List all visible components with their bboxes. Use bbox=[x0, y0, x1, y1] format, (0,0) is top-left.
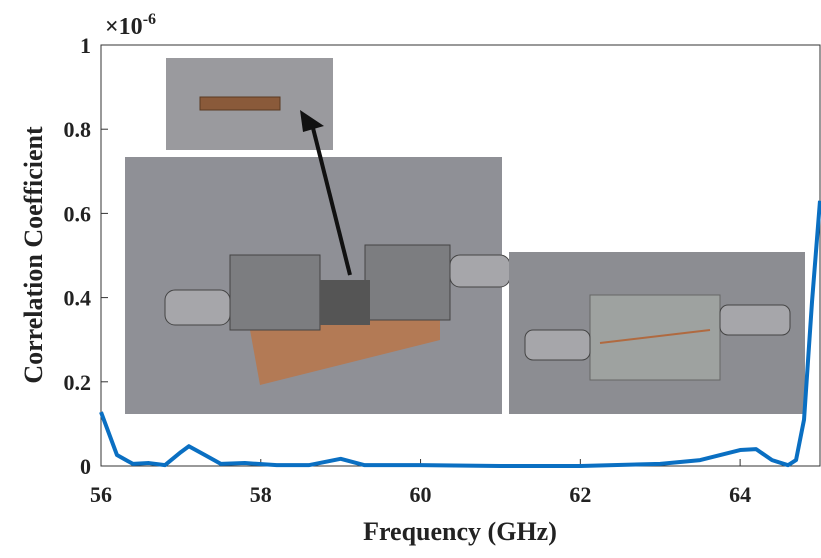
inset-photo-chip bbox=[166, 58, 333, 150]
y-multiplier: ×10-6 bbox=[105, 11, 156, 40]
x-tick-label: 56 bbox=[90, 482, 112, 507]
y-axis-title: Correlation Coefficient bbox=[19, 126, 48, 384]
x-tick-label: 62 bbox=[569, 482, 591, 507]
y-multiplier-base: ×10 bbox=[105, 14, 143, 40]
y-tick-label: 0 bbox=[80, 454, 91, 479]
inset-arrow bbox=[300, 110, 352, 276]
data-line bbox=[99, 200, 821, 468]
inset-photo-fixture bbox=[125, 157, 511, 414]
y-tick-label: 0.2 bbox=[64, 370, 92, 395]
x-tick-label: 60 bbox=[410, 482, 432, 507]
x-tick-label: 58 bbox=[250, 482, 272, 507]
x-axis-title: Frequency (GHz) bbox=[363, 517, 557, 546]
y-tick-label: 0.8 bbox=[64, 117, 92, 142]
y-tick-label: 0.6 bbox=[64, 201, 92, 226]
y-tick-label: 0.4 bbox=[64, 286, 92, 311]
x-tick-label: 64 bbox=[729, 482, 751, 507]
y-tick-label: 1 bbox=[80, 33, 91, 58]
inset-photo-board bbox=[509, 252, 805, 414]
y-multiplier-exponent: -6 bbox=[143, 11, 156, 28]
